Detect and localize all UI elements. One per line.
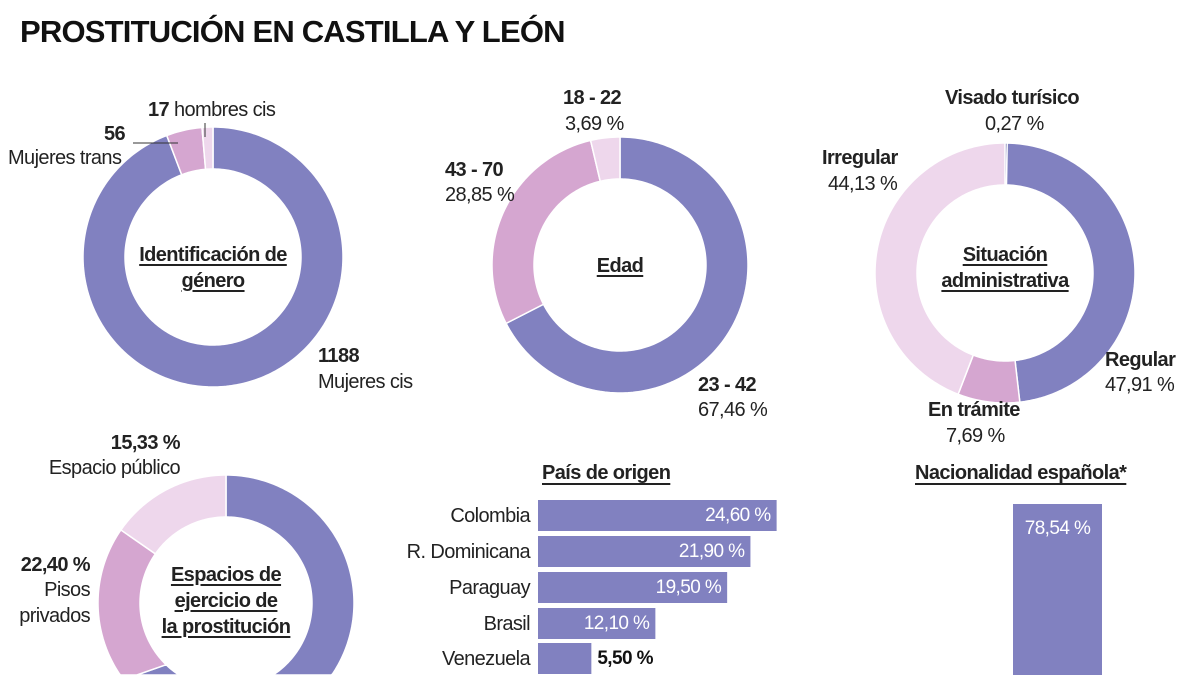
- label-23-42: 23 - 42: [698, 374, 757, 396]
- value-43-70: 28,85 %: [445, 184, 515, 206]
- value-hombres-cis: 17: [148, 99, 170, 121]
- label-hombres-cis-text: hombres cis: [174, 99, 276, 121]
- label-43-70: 43 - 70: [445, 159, 504, 181]
- bar-category-label: Colombia: [450, 505, 530, 527]
- bar-value-label: 24,60 %: [705, 505, 771, 526]
- value-pisos-privados: 22,40 %: [20, 554, 91, 576]
- label-18-22: 18 - 22: [563, 87, 622, 109]
- label-mujeres-cis: Mujeres cis: [318, 371, 413, 393]
- bar-paraguay: [538, 572, 728, 603]
- label-privados: privados: [19, 605, 90, 627]
- value-mujeres-cis: 1188: [318, 345, 360, 367]
- value-23-42: 67,46 %: [698, 399, 768, 421]
- bar-colombia: [538, 500, 777, 531]
- label-hombres-cis: 17 hombres cis: [148, 98, 276, 122]
- bar-category-label: Venezuela: [441, 648, 531, 670]
- value-en-tramite: 7,69 %: [946, 425, 1005, 447]
- label-pisos: Pisos: [44, 579, 91, 601]
- donut-title-edad: Edad: [596, 255, 644, 277]
- page-title: PROSTITUCIÓN EN CASTILLA Y LEÓN: [20, 14, 566, 49]
- bar-category-label: Paraguay: [449, 577, 530, 599]
- donut-hole: [140, 517, 312, 675]
- donut-title-line: ejercicio de: [174, 590, 278, 612]
- label-espacio-publico: Espacio público: [48, 457, 181, 479]
- donut-hole: [125, 169, 301, 345]
- value-espacio-publico: 15,33 %: [110, 432, 181, 454]
- bar-value-label: 5,50 %: [597, 648, 653, 669]
- bar-venezuela: [538, 643, 592, 674]
- label-visado: Visado turísico: [945, 87, 1080, 109]
- donut-hole: [534, 179, 706, 351]
- donut-title-line: Situación: [962, 244, 1048, 266]
- bar-value-label: 21,90 %: [678, 541, 745, 562]
- donut-title-line: administrativa: [941, 270, 1069, 292]
- bar-chart-title-nacionalidad: Nacionalidad española*: [915, 462, 1127, 484]
- label-irregular: Irregular: [822, 147, 898, 169]
- bar-category-label: R. Dominicana: [406, 541, 531, 563]
- donut-title-line: Espacios de: [170, 564, 282, 586]
- bar-brasil: [538, 608, 656, 639]
- bar-chart-title-pais: País de origen: [542, 462, 671, 484]
- value-mujeres-trans: 56: [104, 123, 126, 145]
- value-regular: 47,91 %: [1105, 374, 1175, 396]
- value-irregular: 44,13 %: [828, 173, 898, 195]
- bar-value-label: 78,54 %: [1024, 518, 1091, 539]
- label-en-tramite: En trámite: [928, 399, 1020, 421]
- value-18-22: 3,69 %: [565, 113, 624, 135]
- bar-r-dominicana: [538, 536, 751, 567]
- label-regular: Regular: [1105, 349, 1176, 371]
- value-visado: 0,27 %: [985, 113, 1044, 135]
- donut-title-espacios: Espacios de ejercicio de la prostitución: [126, 562, 326, 640]
- bar-nacionalidad-espanola: [1013, 504, 1102, 675]
- donut-title-genero: Identificación de género: [139, 244, 287, 292]
- label-mujeres-trans: Mujeres trans: [8, 147, 122, 169]
- donut-title-line: la prostitución: [161, 616, 291, 638]
- donut-hole: [917, 185, 1093, 361]
- bar-category-label: Brasil: [483, 613, 531, 635]
- donut-title-situacion: Situación administrativa: [905, 242, 1105, 294]
- bar-value-label: 19,50 %: [655, 577, 722, 598]
- bar-value-label: 12,10 %: [583, 613, 650, 634]
